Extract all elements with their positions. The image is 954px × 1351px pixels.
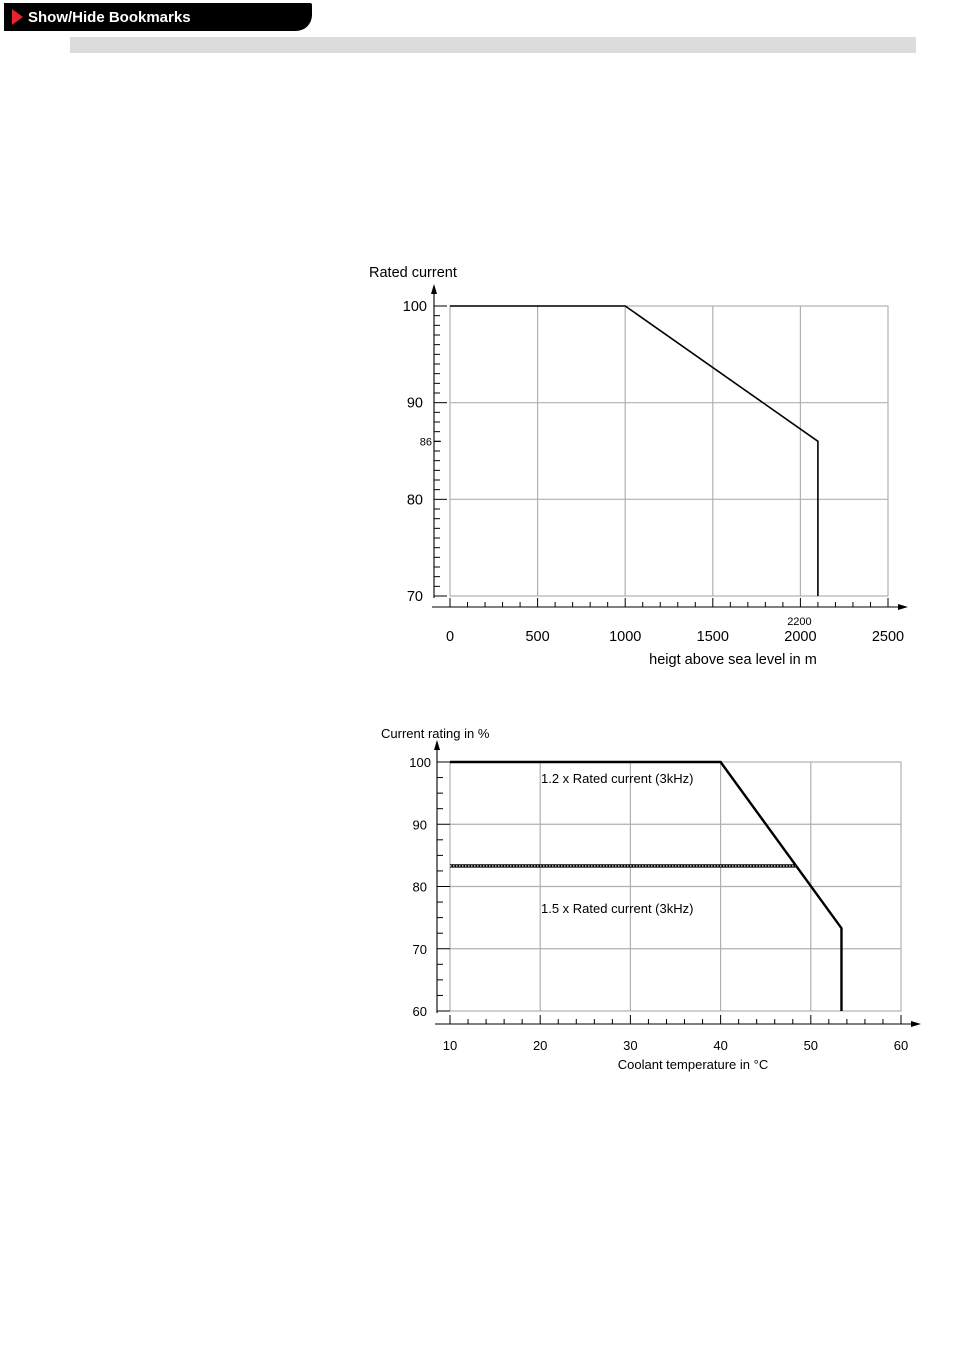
x-tick-label: 10 (443, 1038, 457, 1053)
series-line-1 (450, 305, 819, 596)
triangle-right-icon (12, 9, 23, 25)
show-hide-bookmarks-button[interactable]: Show/Hide Bookmarks (4, 3, 312, 31)
x-tick-label: 40 (713, 1038, 727, 1053)
x-tick-label: 2000 (784, 629, 816, 645)
x-tick-label: 50 (804, 1038, 818, 1053)
y-marker-label: 86 (420, 436, 432, 448)
series-label-2: 1.5 x Rated current (3kHz) (541, 901, 693, 916)
y-tick-label: 70 (407, 589, 423, 605)
y-tick-label: 70 (413, 942, 427, 957)
y-tick-label: 60 (413, 1004, 427, 1019)
x-tick-label: 60 (894, 1038, 908, 1053)
x-marker-label: 2200 (787, 616, 811, 628)
series-lines (450, 305, 819, 596)
x-tick-label: 0 (446, 629, 454, 645)
series-line-1 (450, 760, 843, 1011)
show-hide-bookmarks-label: Show/Hide Bookmarks (28, 8, 191, 26)
series-lines (450, 760, 843, 1011)
x-axis-arrow (911, 1021, 921, 1027)
x-tick-label: 20 (533, 1038, 547, 1053)
altitude-derating-chart: Rated current 70 80 90 100 0 500 1000 15… (369, 265, 908, 668)
x-axis-label: heigt above sea level in m (649, 652, 817, 668)
x-tick-labels: 10 20 30 40 50 60 (443, 1038, 908, 1053)
grid (449, 761, 902, 1012)
y-tick-label: 80 (407, 492, 423, 508)
y-axis-label: Current rating in % (381, 726, 490, 741)
coolant-temperature-derating-chart: Current rating in % 60 70 80 90 100 10 2… (381, 726, 921, 1072)
y-tick-label: 90 (407, 396, 423, 412)
y-axis-arrow (431, 284, 437, 294)
x-axis-arrow (898, 604, 908, 610)
axes (434, 740, 921, 1027)
x-tick-label: 1000 (609, 629, 641, 645)
x-axis-label: Coolant temperature in °C (618, 1057, 768, 1072)
y-tick-label: 100 (403, 299, 427, 315)
y-axis-label: Rated current (369, 265, 457, 281)
grid-border (449, 305, 889, 597)
page-header-bar (70, 37, 916, 53)
y-tick-labels: 60 70 80 90 100 (409, 755, 431, 1019)
axes (431, 284, 908, 610)
y-tick-label: 90 (413, 817, 427, 832)
y-tick-label: 100 (409, 755, 431, 770)
grid (449, 305, 889, 597)
y-tick-label: 80 (413, 880, 427, 895)
x-tick-label: 30 (623, 1038, 637, 1053)
x-tick-label: 1500 (697, 629, 729, 645)
series-label-1: 1.2 x Rated current (3kHz) (541, 771, 693, 786)
x-tick-labels: 0 500 1000 1500 2000 2500 (446, 629, 904, 645)
x-tick-label: 500 (525, 629, 549, 645)
x-tick-label: 2500 (872, 629, 904, 645)
y-tick-labels: 70 80 90 100 (403, 299, 427, 605)
y-axis-arrow (434, 740, 440, 750)
